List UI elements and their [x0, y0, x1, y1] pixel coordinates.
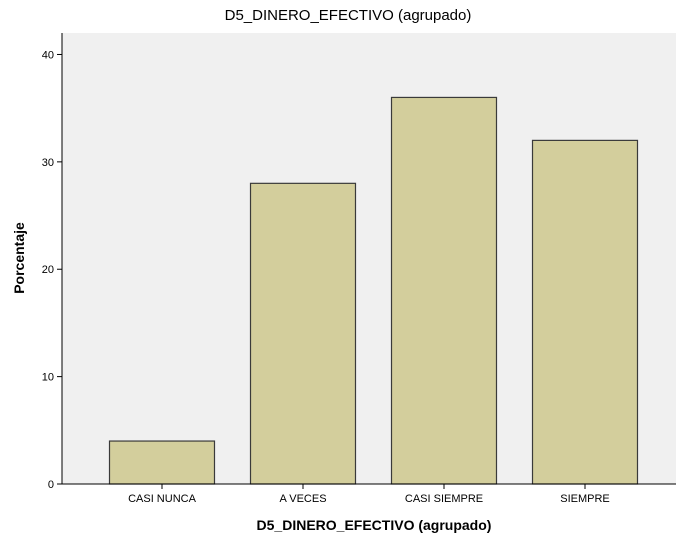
bar-a-veces: [249, 182, 357, 485]
y-axis-title: Porcentaje: [11, 222, 27, 294]
x-axis: CASI NUNCA A VECES CASI SIEMPRE SIEMPRE: [62, 483, 676, 505]
bar-casi-nunca: [108, 440, 216, 485]
y-tick-label: 40: [42, 49, 54, 61]
x-tick-label: SIEMPRE: [560, 493, 610, 505]
x-axis-title: D5_DINERO_EFECTIVO (agrupado): [257, 517, 492, 533]
x-tick-label: CASI NUNCA: [128, 493, 197, 505]
y-tick-label: 30: [42, 157, 54, 169]
x-tick-label: A VECES: [279, 493, 326, 505]
bars-layer: [108, 96, 639, 485]
x-tick-label: CASI SIEMPRE: [405, 493, 483, 505]
bar-siempre: [531, 139, 639, 485]
y-tick-label: 20: [42, 264, 54, 276]
bar-casi-siempre: [390, 96, 498, 485]
chart-title: D5_DINERO_EFECTIVO (agrupado): [225, 7, 472, 24]
y-tick-label: 10: [42, 372, 54, 384]
y-tick-label: 0: [48, 479, 54, 491]
y-axis: 0 10 20 30 40: [42, 33, 63, 491]
